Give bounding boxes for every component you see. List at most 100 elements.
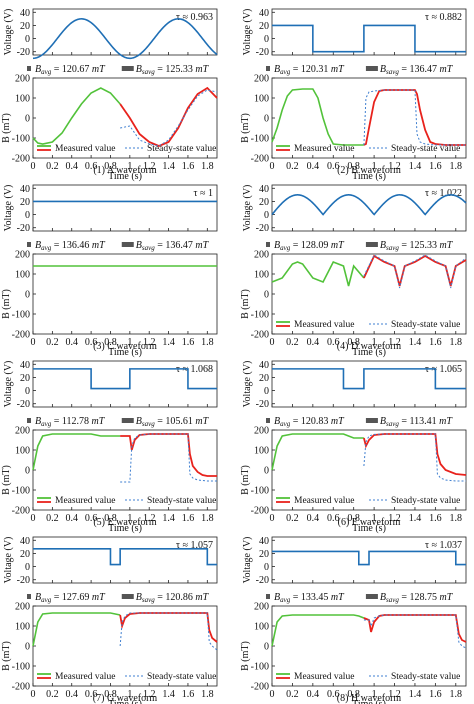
steady-state-b-series: [363, 254, 467, 289]
tau-label: τ ≈ 1.057: [176, 540, 213, 551]
voltage-tick-label: 0: [25, 34, 30, 45]
legend-steady-label: Steady-state value: [147, 672, 216, 682]
flux-tick-label: 200: [15, 74, 30, 85]
time-axis-label: Time (s): [352, 171, 386, 182]
time-tick-label: 0.2: [46, 513, 59, 524]
time-tick-label: 1.8: [450, 161, 463, 172]
time-tick-label: 1: [127, 161, 132, 172]
time-tick-label: 0.6: [85, 689, 98, 700]
voltage-tick-label: 40: [20, 360, 30, 371]
time-tick-label: 1.6: [429, 161, 442, 172]
avg-marker-middle: [365, 66, 378, 71]
time-tick-label: 1.6: [182, 689, 195, 700]
time-tick-label: 0.8: [104, 689, 117, 700]
flux-tick-label: 200: [254, 250, 269, 261]
time-tick-label: 0.4: [307, 161, 320, 172]
legend-steady-label: Steady-state value: [147, 496, 216, 506]
time-tick-label: 1.2: [143, 161, 156, 172]
voltage-plot-frame: [271, 8, 467, 56]
time-tick-label: 1.4: [162, 689, 175, 700]
voltage-tick-label: 40: [20, 8, 30, 19]
voltage-tick-label: 20: [20, 373, 30, 384]
avg-marker-middle: [365, 418, 378, 423]
b-avg-text: Bavg = 120.83 mT: [274, 416, 345, 428]
voltage-tick-label: 0: [264, 210, 269, 221]
flux-tick-label: 0: [264, 114, 269, 125]
flux-axis-label: B (mT): [240, 465, 251, 495]
steady-state-b-series: [363, 614, 467, 649]
voltage-tick-label: 0: [264, 562, 269, 573]
voltage-tick-label: -20: [256, 223, 269, 234]
tau-label: τ ≈ 0.963: [176, 12, 213, 23]
flux-axis-label: B (mT): [240, 289, 251, 319]
time-tick-label: 1: [372, 161, 377, 172]
time-axis-label: Time (s): [108, 347, 142, 358]
avg-marker-left: [266, 66, 270, 71]
flux-tick-label: -200: [12, 154, 30, 165]
voltage-tick-label: -20: [256, 399, 269, 410]
time-tick-label: 1.2: [143, 513, 156, 524]
time-tick-label: 1.8: [450, 689, 463, 700]
voltage-tick-label: 40: [259, 536, 269, 547]
b-savg-text: Bsavg = 136.47 mT: [136, 240, 210, 252]
b-avg-text: Bavg = 127.69 mT: [35, 592, 106, 604]
flux-tick-label: -200: [251, 154, 269, 165]
voltage-series-line: [272, 24, 466, 53]
voltage-axis-label: Voltage (V): [242, 9, 253, 56]
time-axis-label: Time (s): [108, 523, 142, 534]
b-avg-text: Bavg = 120.67 mT: [35, 64, 106, 76]
voltage-axis-label: Voltage (V): [3, 9, 14, 56]
time-tick-label: 0.2: [46, 161, 59, 172]
time-tick-label: 1: [372, 689, 377, 700]
time-tick-label: 0: [31, 161, 36, 172]
time-tick-label: 1.2: [388, 689, 401, 700]
voltage-series-line: [272, 368, 466, 390]
flux-tick-label: -100: [251, 134, 269, 145]
panel-caption: (8) H waveform: [337, 693, 402, 704]
time-tick-label: 0.2: [46, 689, 59, 700]
time-tick-label: 1.8: [201, 161, 214, 172]
flux-tick-label: 0: [25, 114, 30, 125]
panel-caption: (4) D waveform: [337, 341, 402, 352]
time-tick-label: 1: [372, 337, 377, 348]
time-tick-label: 1.2: [143, 689, 156, 700]
legend-measured-label: Measured value: [294, 672, 354, 682]
time-tick-label: 0: [270, 161, 275, 172]
flux-tick-label: -100: [12, 662, 30, 673]
measured-b-series-initial: [32, 433, 121, 471]
flux-tick-label: -100: [251, 486, 269, 497]
flux-tick-label: -100: [12, 310, 30, 321]
steady-state-b-series: [120, 89, 218, 147]
voltage-tick-label: 20: [259, 197, 269, 208]
time-tick-label: 1.8: [450, 513, 463, 524]
avg-marker-left: [27, 66, 31, 71]
voltage-axis-label: Voltage (V): [242, 537, 253, 584]
time-tick-label: 0.8: [104, 161, 117, 172]
time-tick-label: 1.8: [201, 513, 214, 524]
time-tick-label: 0.6: [327, 337, 340, 348]
flux-tick-label: 200: [254, 426, 269, 437]
time-tick-label: 0.8: [347, 161, 360, 172]
steady-state-b-series: [363, 433, 466, 482]
voltage-plot-frame: [32, 536, 218, 584]
b-savg-text: Bsavg = 136.47 mT: [380, 64, 454, 76]
flux-tick-label: 100: [15, 270, 30, 281]
avg-marker-middle: [121, 594, 134, 599]
time-tick-label: 0.4: [65, 689, 78, 700]
time-tick-label: 1: [127, 337, 132, 348]
b-avg-text: Bavg = 133.45 mT: [274, 592, 345, 604]
voltage-tick-label: 40: [20, 536, 30, 547]
voltage-tick-label: -20: [256, 47, 269, 58]
time-tick-label: 0: [31, 513, 36, 524]
time-tick-label: 1.2: [388, 161, 401, 172]
time-tick-label: 1.6: [182, 161, 195, 172]
time-tick-label: 1: [127, 513, 132, 524]
voltage-tick-label: 40: [259, 184, 269, 195]
b-savg-text: Bsavg = 125.33 mT: [380, 240, 454, 252]
flux-tick-label: 200: [15, 250, 30, 261]
time-axis-label: Time (s): [352, 523, 386, 534]
time-tick-label: 0.8: [347, 689, 360, 700]
panel-caption: (3) C waveform: [93, 341, 157, 352]
